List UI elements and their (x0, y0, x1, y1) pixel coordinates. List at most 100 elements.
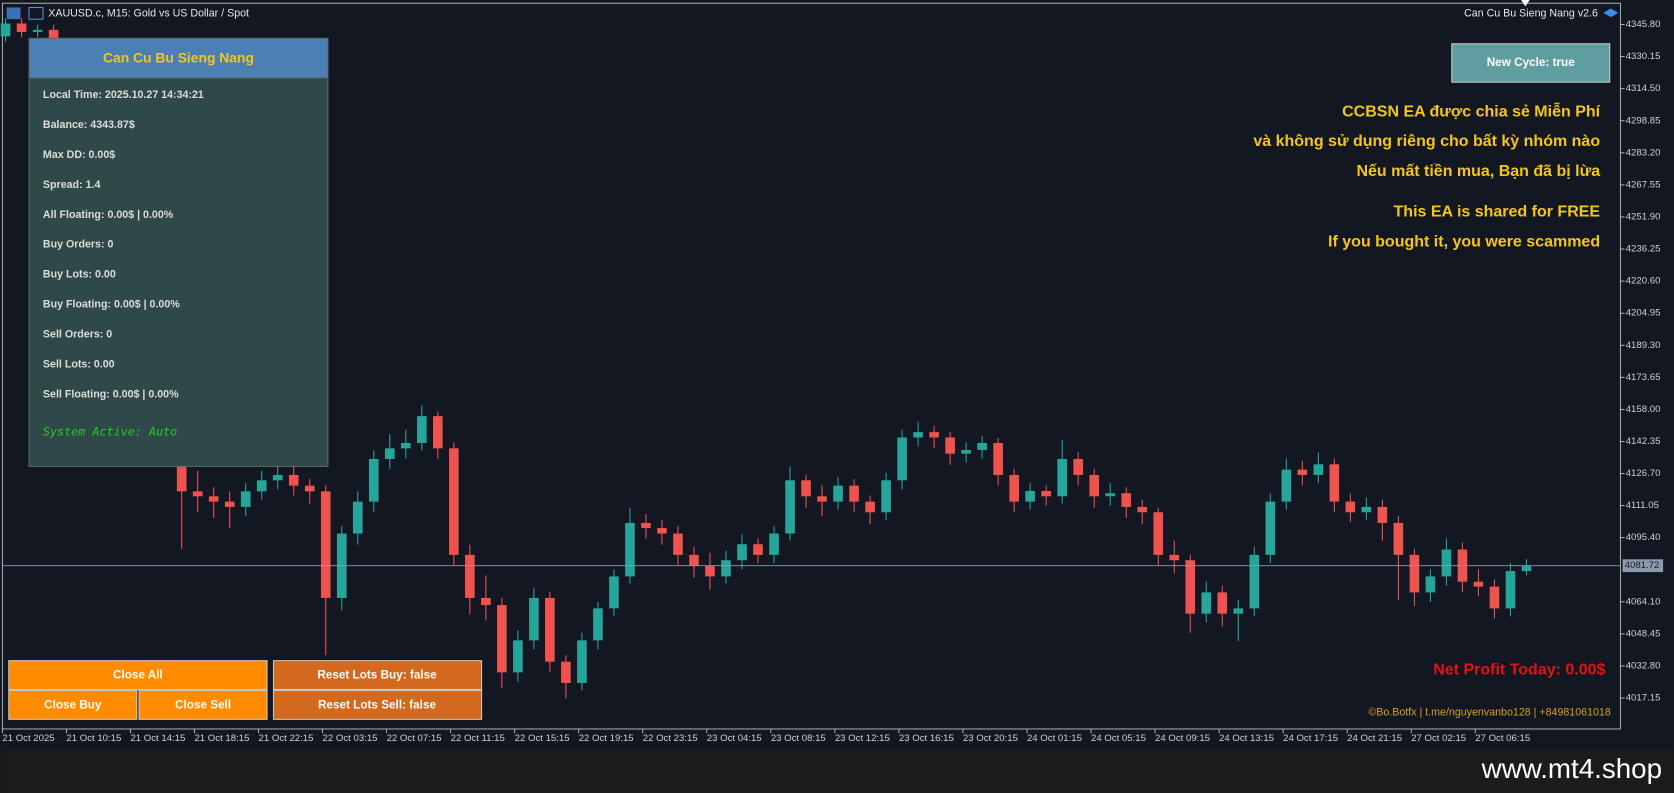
reset-buy-button[interactable] (272, 660, 483, 691)
panel-header (28, 37, 329, 79)
candle-body (1425, 576, 1436, 593)
close-all-label[interactable]: Close All (113, 669, 163, 682)
close-all-button[interactable] (8, 660, 268, 691)
candle-body (449, 448, 459, 555)
candle-body (577, 640, 587, 683)
y-tick-label: 4283.20 (1626, 147, 1661, 158)
last-price-box (1622, 559, 1664, 573)
ea-name: Can Cu Bu Sieng Nang v2.6 (1464, 8, 1598, 20)
candle-body (1265, 501, 1276, 555)
candle-body (929, 432, 939, 438)
candle-body (320, 491, 331, 598)
notice: CCBSN EA được chia sẻ Miễn Phí (1342, 101, 1601, 120)
candle-body (865, 501, 875, 513)
close-sell-button[interactable] (138, 690, 268, 720)
chart-frame (1, 2, 1621, 730)
candle-body (1473, 581, 1484, 587)
y-tick-label: 4298.85 (1626, 115, 1661, 126)
window-icon[interactable] (28, 6, 44, 20)
notice: If you bought it, you were scammed (1328, 233, 1600, 250)
watermark: www.mt4.shop (1481, 753, 1662, 784)
candle-body (689, 554, 699, 566)
candle-body (673, 533, 683, 555)
candle-body (352, 501, 363, 534)
y-tick-label: 4017.15 (1626, 693, 1661, 704)
candle-body (609, 576, 619, 609)
x-tick-label: 27 Oct 02:15 (1411, 733, 1466, 744)
candle-body (368, 458, 379, 502)
candle-body (833, 485, 843, 502)
candle-body (1169, 554, 1180, 561)
candle-body (513, 640, 523, 673)
candle-body (721, 560, 731, 577)
candle-body (1505, 571, 1516, 609)
x-tick-label: 27 Oct 06:15 (1475, 733, 1530, 744)
menu-icon[interactable] (6, 7, 21, 20)
candle-body (529, 597, 539, 641)
x-tick-label: 22 Oct 15:15 (515, 733, 570, 744)
bottom-strip (0, 750, 1674, 793)
x-tick-label: 22 Oct 07:15 (387, 733, 442, 744)
candle-body (1217, 592, 1228, 614)
candle-body (1105, 493, 1116, 497)
x-tick-label: 24 Oct 09:15 (1155, 733, 1210, 744)
y-tick-label: 4158.00 (1626, 404, 1661, 415)
x-tick-label: 24 Oct 21:15 (1347, 733, 1402, 744)
new-cycle-button[interactable] (1451, 43, 1611, 83)
candle-body (897, 437, 907, 481)
y-tick-label: 4189.30 (1626, 340, 1661, 351)
candle-body (705, 565, 715, 577)
candle-body (1297, 469, 1308, 475)
candle-body (16, 23, 27, 32)
y-tick-label: 4048.45 (1626, 628, 1661, 639)
candle-body (433, 416, 443, 449)
candle-body (417, 416, 427, 443)
y-tick-label: 4111.05 (1626, 500, 1659, 511)
candle-body (32, 29, 43, 32)
x-tick-label: 24 Oct 17:15 (1283, 733, 1338, 744)
candle-body (1137, 506, 1148, 513)
candle-body (385, 448, 395, 459)
close-sell-label[interactable]: Close Sell (175, 699, 231, 712)
price-axis: 4345.80 4330.15 4314.50 4298.85 4283.20 4267.… (1, 19, 1664, 744)
new-cycle-label[interactable]: New Cycle: true (1487, 56, 1576, 69)
candle-body (272, 474, 283, 481)
candle-body (1025, 490, 1035, 502)
candle-body (208, 496, 219, 502)
candle-body (769, 533, 779, 555)
candle-body (737, 544, 747, 561)
candle-body (993, 442, 1003, 475)
x-tick-label: 22 Oct 11:15 (451, 733, 505, 744)
reset-sell-button[interactable] (272, 690, 483, 720)
candle-body (1121, 493, 1132, 507)
candle-body (256, 480, 267, 492)
close-buy-button[interactable] (8, 690, 138, 720)
candle-body (1057, 458, 1068, 497)
x-tick-label: 24 Oct 01:15 (1027, 733, 1082, 744)
reset-sell-label[interactable]: Reset Lots Sell: false (318, 699, 437, 712)
panel-title: Can Cu Bu Sieng Nang (103, 49, 254, 65)
y-tick-label: 4220.60 (1626, 276, 1661, 287)
candle-body (1345, 501, 1356, 513)
candle-body (0, 23, 11, 37)
candle-body (561, 661, 571, 683)
close-buy-label[interactable]: Close Buy (44, 699, 102, 712)
x-tick-label: 21 Oct 2025 (2, 733, 54, 744)
candle-body (641, 522, 651, 529)
candle-body (48, 29, 59, 43)
candle-body (1041, 490, 1051, 497)
x-tick-label: 23 Oct 12:15 (835, 733, 890, 744)
candle-body (288, 474, 299, 486)
candle-body (945, 437, 955, 454)
last-price-label: 4081.72 (1625, 560, 1660, 571)
candle-body (224, 501, 235, 507)
x-tick-label: 23 Oct 20:15 (963, 733, 1018, 744)
candle-body (1233, 608, 1244, 614)
y-tick-label: 4095.40 (1626, 532, 1661, 543)
panel-row: Buy Floating: 0.00$ | 0.00% (43, 299, 180, 311)
x-tick-label: 24 Oct 13:15 (1219, 733, 1274, 744)
candle-body (801, 480, 811, 497)
candle-body (1441, 549, 1452, 577)
candle-body (657, 528, 667, 534)
reset-buy-label[interactable]: Reset Lots Buy: false (317, 669, 437, 682)
